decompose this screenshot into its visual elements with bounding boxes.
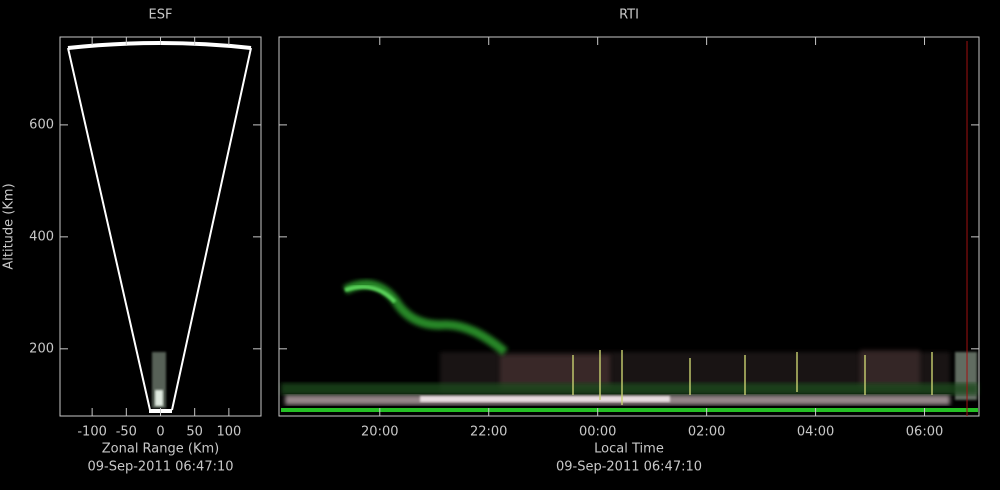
x-tick-label: 50 <box>186 425 203 440</box>
x-axis-label: Local Time <box>594 442 664 457</box>
timestamp: 09-Sep-2011 06:47:10 <box>556 460 702 475</box>
chart-title: ESF <box>149 8 173 23</box>
chart-title: RTI <box>619 8 639 23</box>
y-axis-label: Altitude (Km) <box>2 183 17 269</box>
plot-frame <box>278 36 980 417</box>
x-tick-label: -50 <box>116 425 137 440</box>
y-tick-label: 200 <box>29 341 54 356</box>
rti-image <box>281 279 978 412</box>
x-tick-label: 02:00 <box>688 425 725 440</box>
y-tick-label: 400 <box>29 229 54 244</box>
x-tick-label: 0 <box>156 425 164 440</box>
esf-image <box>67 41 252 413</box>
x-tick-label: 00:00 <box>579 425 616 440</box>
x-tick-label: 20:00 <box>361 425 398 440</box>
x-axis-label: Zonal Range (Km) <box>102 442 219 457</box>
y-tick-label: 600 <box>29 117 54 132</box>
x-tick-label: 22:00 <box>470 425 507 440</box>
x-tick-label: 04:00 <box>797 425 834 440</box>
x-tick-label: -100 <box>77 425 107 440</box>
timestamp: 09-Sep-2011 06:47:10 <box>87 460 233 475</box>
x-tick-label: 100 <box>216 425 241 440</box>
x-tick-label: 06:00 <box>906 425 943 440</box>
